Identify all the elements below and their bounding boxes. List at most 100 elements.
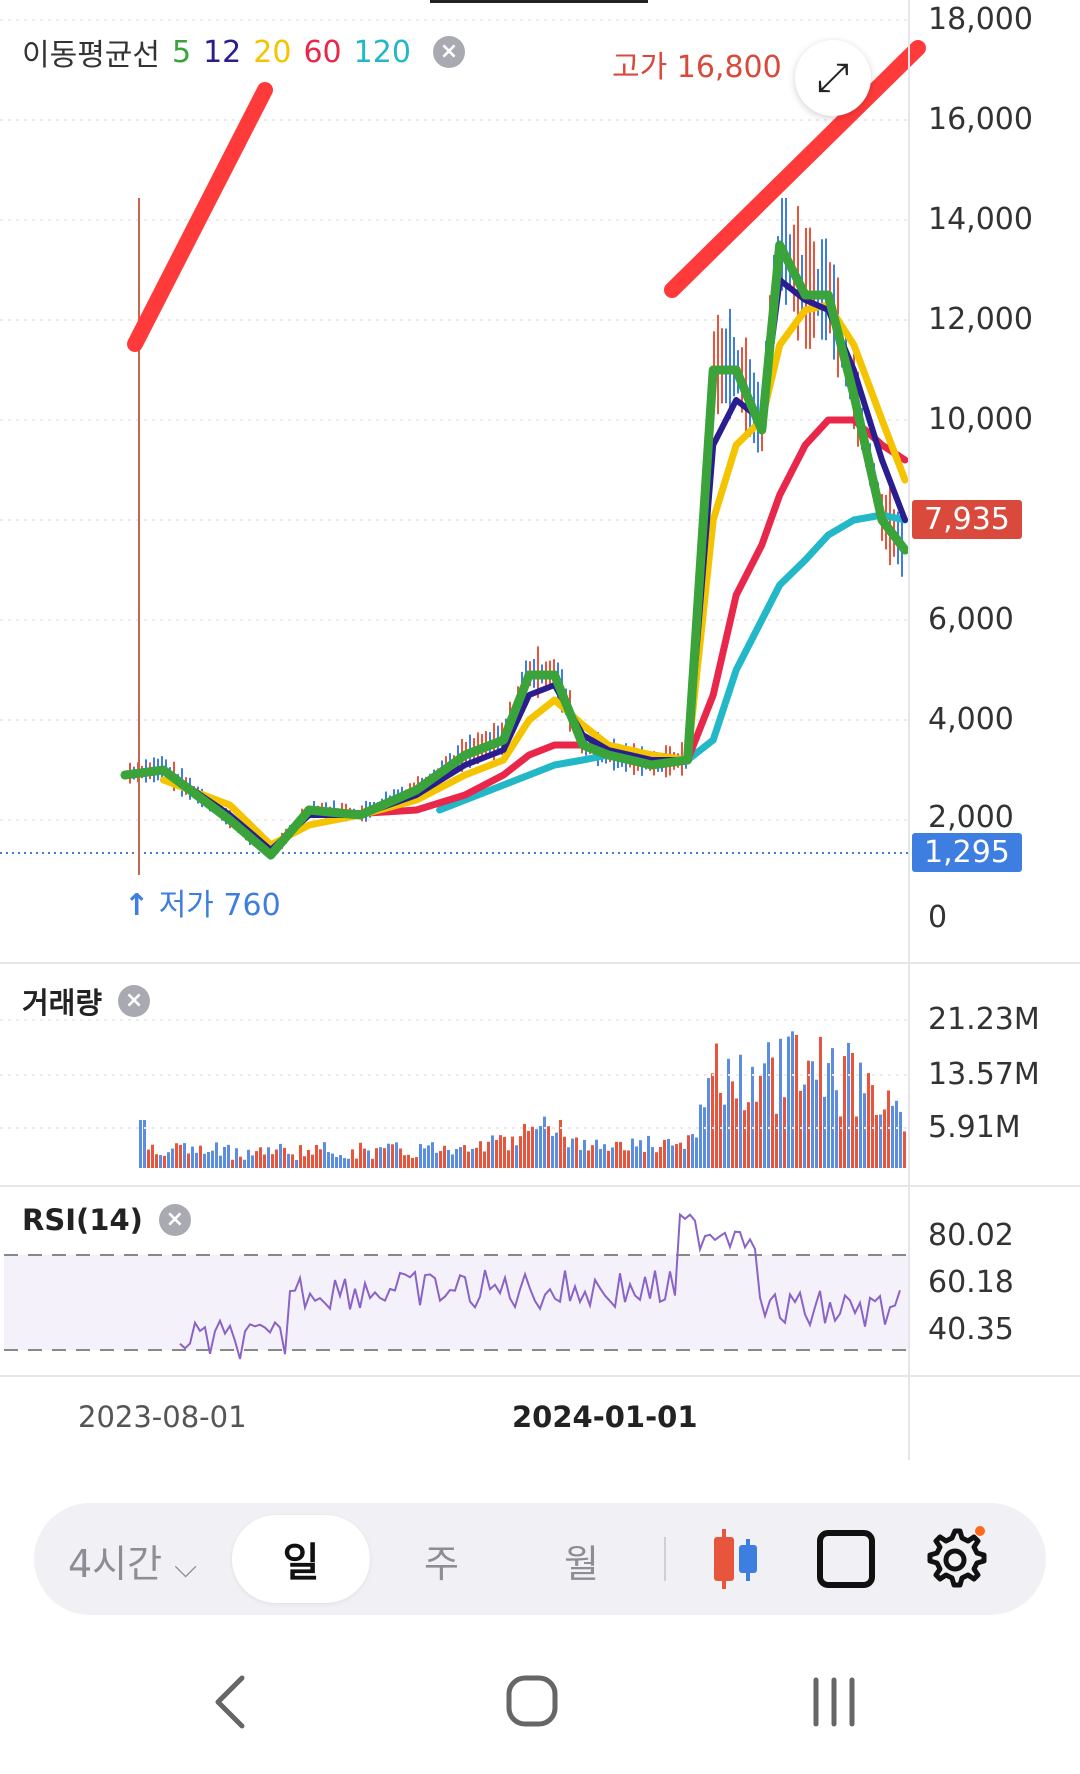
- volume-bar: [139, 1120, 142, 1168]
- ma-12: 12: [203, 34, 242, 70]
- volume-tick-2: 5.91M: [928, 1110, 1021, 1145]
- low-price-marker: ↑ 저가 760: [124, 880, 281, 924]
- volume-bar: [403, 1155, 406, 1168]
- volume-bar: [879, 1114, 882, 1168]
- volume-bar: [827, 1063, 830, 1168]
- y-tick-10000: 10,000: [928, 402, 1033, 437]
- y-tick-2000: 2,000: [928, 800, 1014, 835]
- square-icon[interactable]: [816, 1529, 876, 1589]
- volume-bar: [663, 1139, 666, 1168]
- volume-bar: [307, 1149, 310, 1168]
- volume-bar: [751, 1066, 754, 1168]
- volume-bar: [811, 1061, 814, 1168]
- gear-icon[interactable]: [922, 1525, 988, 1591]
- volume-bar: [899, 1111, 902, 1168]
- volume-bar: [727, 1058, 730, 1168]
- chevron-down-icon: ⌵: [174, 1550, 197, 1585]
- volume-bar: [267, 1147, 270, 1168]
- volume-bar: [787, 1036, 790, 1168]
- volume-bar: [427, 1145, 430, 1168]
- volume-bar: [531, 1126, 534, 1168]
- volume-bar: [411, 1157, 414, 1168]
- volume-bar: [755, 1101, 758, 1168]
- volume-bar: [703, 1107, 706, 1168]
- volume-bar: [671, 1145, 674, 1168]
- rsi-pane-title: RSI(14) ×: [22, 1203, 191, 1237]
- y-tick-6000: 6,000: [928, 602, 1014, 637]
- home-icon[interactable]: [505, 1674, 561, 1730]
- axis-divider: [908, 0, 910, 1460]
- volume-bar: [415, 1157, 418, 1168]
- rsi-band: [4, 1255, 908, 1350]
- close-icon[interactable]: ×: [432, 36, 465, 68]
- volume-bar: [851, 1052, 854, 1168]
- annotation-stroke-right: [664, 40, 926, 298]
- volume-bar: [167, 1152, 170, 1168]
- interval-select[interactable]: 4시간 ⌵: [68, 1533, 197, 1588]
- volume-bar: [191, 1146, 194, 1168]
- tab-month[interactable]: 월: [564, 1542, 599, 1586]
- volume-bar: [315, 1144, 318, 1168]
- tab-week[interactable]: 주: [424, 1542, 459, 1586]
- volume-bar: [479, 1141, 482, 1168]
- y-tick-16000: 16,000: [928, 102, 1033, 137]
- price-chart[interactable]: [0, 0, 1080, 1460]
- volume-bar: [379, 1147, 382, 1168]
- system-nav-bar: [0, 1640, 1080, 1774]
- recent-apps-icon[interactable]: [810, 1674, 860, 1730]
- volume-bar: [567, 1147, 570, 1168]
- volume-bar: [491, 1135, 494, 1168]
- volume-bar: [407, 1154, 410, 1168]
- candlesticks: [129, 197, 903, 875]
- volume-bar: [779, 1038, 782, 1168]
- volume-bar: [835, 1090, 838, 1168]
- volume-bar: [431, 1142, 434, 1168]
- volume-bar: [615, 1141, 618, 1168]
- rsi-tick-0: 80.02: [928, 1218, 1014, 1253]
- high-price-marker: 고가 16,800 ↓: [612, 42, 816, 86]
- volume-bar: [303, 1156, 306, 1168]
- volume-bar: [279, 1143, 282, 1168]
- ma-20: 20: [253, 34, 292, 70]
- tab-day[interactable]: 일: [232, 1515, 370, 1603]
- candlestick-icon[interactable]: [706, 1525, 766, 1593]
- expand-button[interactable]: ⤢: [795, 40, 871, 116]
- ma-legend: 이동평균선 5 12 20 60 120 ×: [22, 30, 465, 74]
- y-tick-14000: 14,000: [928, 202, 1033, 237]
- interval-select-value: 4시간: [68, 1542, 163, 1586]
- volume-bar: [295, 1159, 298, 1168]
- volume-bar: [739, 1054, 742, 1168]
- volume-bar: [723, 1104, 726, 1168]
- close-icon[interactable]: ×: [158, 1204, 191, 1236]
- volume-bar: [443, 1145, 446, 1168]
- volume-bar: [747, 1102, 750, 1168]
- volume-bar: [603, 1144, 606, 1168]
- volume-bar: [691, 1134, 694, 1168]
- volume-bar: [711, 1073, 714, 1168]
- x-tick-2024-01-01: 2024-01-01: [512, 1400, 698, 1434]
- rsi-line: [179, 1212, 901, 1360]
- volume-bar: [263, 1154, 266, 1168]
- volume-bar: [859, 1062, 862, 1168]
- volume-bar: [659, 1147, 662, 1168]
- volume-bar: [451, 1154, 454, 1168]
- volume-bar: [695, 1137, 698, 1168]
- toolbar-separator: [664, 1537, 666, 1581]
- volume-bar: [795, 1034, 798, 1168]
- volume-tick-0: 21.23M: [928, 1002, 1040, 1037]
- close-icon[interactable]: ×: [118, 985, 151, 1017]
- volume-bar: [375, 1148, 378, 1168]
- rsi-tick-1: 60.18: [928, 1265, 1014, 1300]
- volume-tick-1: 13.57M: [928, 1057, 1040, 1092]
- volume-bar: [903, 1131, 906, 1168]
- volume-bar: [575, 1137, 578, 1168]
- volume-title: 거래량: [22, 986, 103, 1020]
- volume-bar: [587, 1150, 590, 1168]
- volume-bar: [799, 1090, 802, 1168]
- volume-bar: [555, 1132, 558, 1168]
- volume-bar: [399, 1148, 402, 1168]
- volume-bar: [283, 1147, 286, 1168]
- volume-bar: [619, 1141, 622, 1168]
- volume-bar: [643, 1151, 646, 1168]
- back-icon[interactable]: [210, 1672, 250, 1732]
